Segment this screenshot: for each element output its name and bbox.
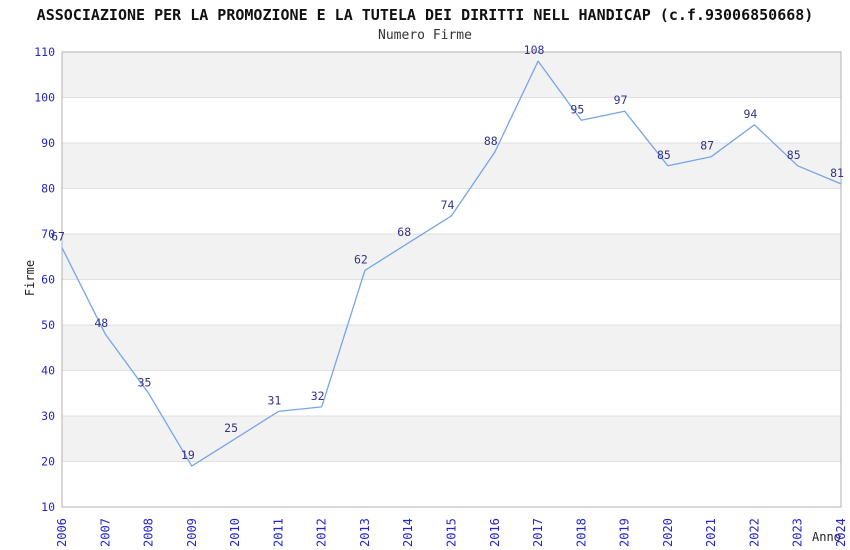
- point-value-label: 32: [311, 389, 325, 403]
- x-tick-label: 2016: [488, 518, 502, 547]
- point-value-label: 67: [51, 230, 65, 244]
- plot-band: [62, 143, 841, 189]
- point-value-label: 25: [224, 421, 238, 435]
- y-tick-label: 50: [41, 318, 55, 332]
- x-tick-label: 2007: [98, 518, 112, 547]
- point-value-label: 94: [744, 107, 758, 121]
- series-line: [61, 60, 842, 467]
- x-tick-label: 2020: [661, 518, 675, 547]
- x-tick-label: 2009: [185, 518, 199, 547]
- y-tick-label: 30: [41, 409, 55, 423]
- x-tick-label: 2022: [747, 518, 761, 547]
- plot-band: [62, 416, 841, 462]
- x-tick-label: 2011: [271, 518, 285, 547]
- plot-band: [62, 461, 841, 507]
- point-value-label: 87: [700, 139, 714, 153]
- plot-band: [62, 279, 841, 325]
- x-tick-label: 2014: [401, 518, 415, 547]
- y-tick-label: 40: [41, 364, 55, 378]
- y-tick-label: 110: [34, 45, 55, 59]
- point-value-label: 95: [570, 102, 584, 116]
- y-tick-labels: 10 20 30 40 50 60 70 80 90 100 110: [34, 45, 55, 514]
- plot-bands: [62, 52, 841, 507]
- x-tick-label: 2018: [574, 518, 588, 547]
- x-tick-label: 2024: [834, 518, 848, 547]
- point-value-label: 108: [524, 43, 545, 57]
- x-tick-label: 2023: [791, 518, 805, 547]
- point-value-label: 19: [181, 448, 195, 462]
- y-tick-label: 60: [41, 273, 55, 287]
- y-tick-label: 100: [34, 91, 55, 105]
- x-tick-labels: 2006 2007 2008 2009 2010 2011 2012 2013 2014 2015…: [55, 518, 848, 547]
- x-tick-label: 2006: [55, 518, 69, 547]
- point-value-label: 31: [267, 393, 281, 407]
- point-value-label: 85: [787, 148, 801, 162]
- plot-band: [62, 370, 841, 416]
- chart-title: ASSOCIAZIONE PER LA PROMOZIONE E LA TUTE…: [36, 6, 814, 24]
- y-tick-label: 70: [41, 227, 55, 241]
- y-tick-label: 90: [41, 136, 55, 150]
- point-value-label: 48: [94, 316, 108, 330]
- x-axis-label: Anno: [812, 530, 841, 544]
- x-tick-label: 2017: [531, 518, 545, 547]
- point-value-labels: 67 48 35 19 25 31 32 62 68 74 88 108 95 97 85 87 94 85 81: [51, 43, 844, 462]
- x-tick-label: 2015: [445, 518, 459, 547]
- y-tick-label: 20: [41, 455, 55, 469]
- point-value-label: 97: [614, 93, 628, 107]
- plot-band: [62, 325, 841, 371]
- plot-band: [62, 52, 841, 98]
- point-value-label: 81: [830, 166, 844, 180]
- point-value-label: 88: [484, 134, 498, 148]
- x-tick-label: 2013: [358, 518, 372, 547]
- plot-band: [62, 234, 841, 280]
- x-tick-label: 2019: [618, 518, 632, 547]
- x-tick-label: 2008: [142, 518, 156, 547]
- plot-band: [62, 97, 841, 143]
- y-tick-label: 10: [41, 500, 55, 514]
- point-value-label: 62: [354, 252, 368, 266]
- x-tick-label: 2010: [228, 518, 242, 547]
- plot-band: [62, 188, 841, 234]
- x-tick-label: 2021: [704, 518, 718, 547]
- point-value-label: 85: [657, 148, 671, 162]
- point-value-label: 74: [441, 198, 455, 212]
- plot-frame: [61, 51, 842, 508]
- point-value-label: 35: [138, 375, 152, 389]
- chart-subtitle: Numero Firme: [378, 28, 472, 43]
- x-tick-label: 2012: [315, 518, 329, 547]
- y-tick-label: 80: [41, 182, 55, 196]
- point-value-label: 68: [397, 225, 411, 239]
